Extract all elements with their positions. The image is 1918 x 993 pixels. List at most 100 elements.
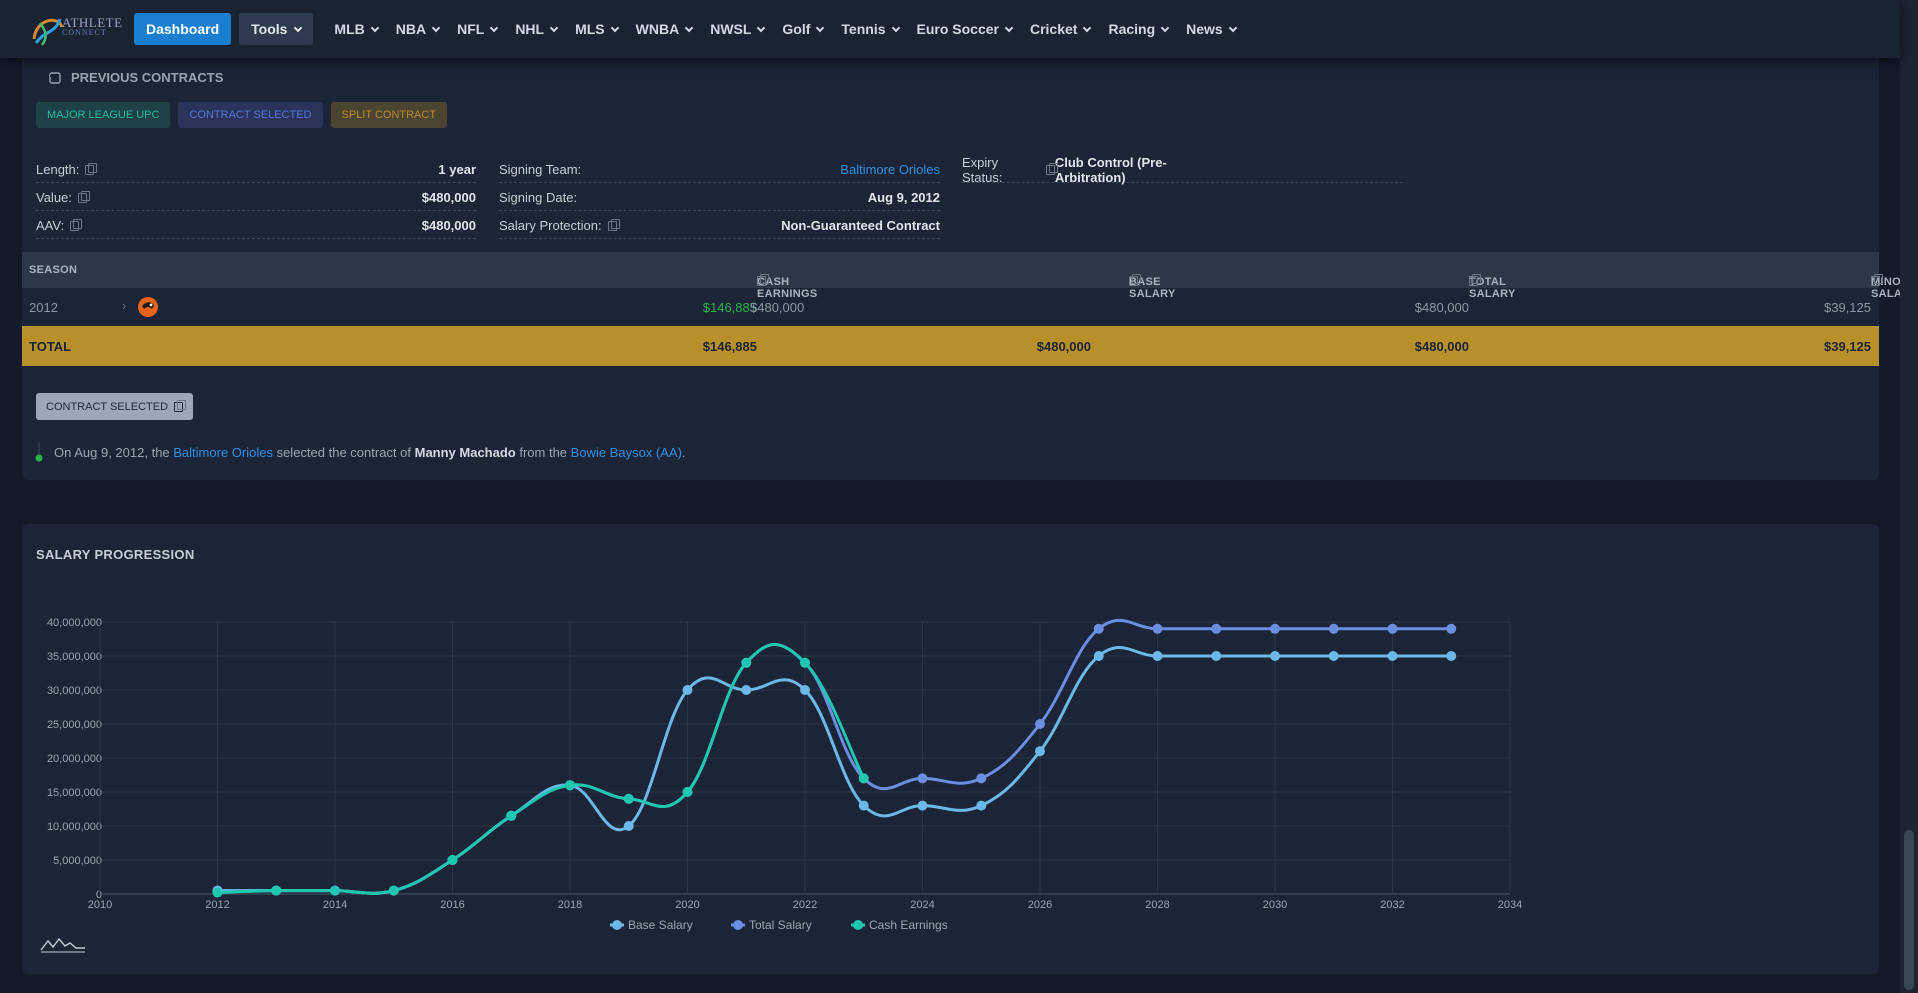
x-tick-label: 2014 [323,899,347,911]
x-tick-label: 2026 [1028,899,1052,911]
legend-swatch-total-salary [733,920,743,930]
data-point-total-salary [976,773,986,783]
nav-item-tennis[interactable]: Tennis [832,21,907,37]
nav-item-label: NBA [396,21,426,37]
data-point-base-salary [800,685,810,695]
chevron-down-icon [610,23,618,31]
x-tick-label: 2012 [205,899,229,911]
copy-icon[interactable] [1469,276,1478,286]
nav-item-nba[interactable]: NBA [387,21,448,37]
length-label: Length: [36,162,79,177]
x-tick-label: 2030 [1263,899,1287,911]
row-minors-salary: $39,125 [1824,300,1871,315]
y-tick-label: 40,000,000 [47,617,102,629]
copy-icon[interactable] [1871,276,1880,286]
field-expiry-status: Expiry Status: Club Control (Pre-Arbitra… [962,157,1403,183]
data-point-cash-earnings [565,780,575,790]
copy-icon [174,402,183,412]
aav-label: AAV: [36,218,64,233]
chevron-down-icon [1161,23,1169,31]
tools-menu[interactable]: Tools [239,13,313,45]
data-point-base-salary [1270,651,1280,661]
chart-mountain-icon [40,936,86,954]
legend-label-cash-earnings[interactable]: Cash Earnings [869,918,948,932]
data-point-base-salary [1035,746,1045,756]
x-tick-label: 2010 [88,899,112,911]
chevron-down-icon [685,23,693,31]
legend-label-base-salary[interactable]: Base Salary [628,918,693,932]
nav-item-label: News [1186,21,1223,37]
copy-icon[interactable] [1046,165,1055,175]
note-minor-team-link[interactable]: Bowie Baysox (AA) [571,445,682,460]
total-base-salary: $480,000 [1037,339,1091,354]
nav-item-label: NFL [457,21,484,37]
nav-item-golf[interactable]: Golf [773,21,832,37]
total-label: TOTAL [29,339,71,354]
nav-item-nfl[interactable]: NFL [448,21,506,37]
data-point-total-salary [1153,624,1163,634]
note-text-1: On Aug 9, 2012, the [54,445,173,460]
nav-item-cricket[interactable]: Cricket [1021,21,1099,37]
league-nav: MLB NBA NFL NHL MLS WNBA NWSL Golf Tennis Euro So… [325,21,1244,37]
nav-item-nhl[interactable]: NHL [506,21,566,37]
col-season[interactable]: SEASON [29,264,77,276]
data-point-base-salary [741,685,751,695]
nav-item-label: Tennis [841,21,885,37]
x-tick-label: 2032 [1380,899,1404,911]
total-cash-earnings: $146,885 [703,339,757,354]
y-tick-label: 10,000,000 [47,821,102,833]
copy-icon[interactable] [70,221,79,231]
chevron-down-icon [1005,23,1013,31]
series-line-total-salary [218,620,1452,893]
timeline-dot-icon [35,442,43,466]
contract-tags: MAJOR LEAGUE UPC CONTRACT SELECTED SPLIT… [36,102,447,128]
row-cash-earnings: $146,885 [703,300,757,315]
length-value: 1 year [438,162,476,177]
legend-swatch-base-salary [612,920,622,930]
x-tick-label: 2016 [440,899,464,911]
x-tick-label: 2024 [910,899,934,911]
nav-item-news[interactable]: News [1177,21,1245,37]
copy-icon[interactable] [1129,276,1138,286]
previous-contracts-toggle[interactable]: PREVIOUS CONTRACTS [48,70,223,85]
nav-item-label: Euro Soccer [917,21,999,37]
data-point-cash-earnings [800,658,810,668]
copy-icon[interactable] [85,165,94,175]
note-team-link[interactable]: Baltimore Orioles [173,445,273,460]
nav-item-label: MLS [575,21,605,37]
athlete-connect-logo[interactable]: ATHLETE CONNECT [28,9,124,49]
tag-contract-selected: CONTRACT SELECTED [178,102,322,128]
nav-item-euro-soccer[interactable]: Euro Soccer [908,21,1021,37]
signing-team-link[interactable]: Baltimore Orioles [840,162,940,177]
nav-item-mlb[interactable]: MLB [325,21,386,37]
copy-icon[interactable] [757,276,766,286]
contract-selected-button[interactable]: CONTRACT SELECTED [36,393,193,420]
legend-label-total-salary[interactable]: Total Salary [749,918,812,932]
value-label: Value: [36,190,72,205]
copy-icon[interactable] [608,221,617,231]
page-scrollbar[interactable] [1900,0,1918,993]
dashboard-label: Dashboard [146,21,219,37]
y-tick-label: 20,000,000 [47,753,102,765]
data-point-total-salary [1094,624,1104,634]
data-point-base-salary [624,821,634,831]
data-point-base-salary [1388,651,1398,661]
row-base-salary: $480,000 [750,300,804,315]
salary-chart: 05,000,00010,000,00015,000,00020,000,000… [22,524,1879,974]
x-tick-label: 2020 [675,899,699,911]
contract-selected-label: CONTRACT SELECTED [46,401,168,413]
scrollbar-thumb[interactable] [1904,830,1914,990]
nav-item-mls[interactable]: MLS [566,21,627,37]
data-point-cash-earnings [271,886,281,896]
series-line-cash-earnings [218,644,864,893]
nav-item-wnba[interactable]: WNBA [627,21,702,37]
dashboard-button[interactable]: Dashboard [134,13,231,45]
copy-icon[interactable] [78,193,87,203]
nav-item-racing[interactable]: Racing [1099,21,1177,37]
salary-protection-label: Salary Protection: [499,218,602,233]
expand-chevron-icon[interactable]: › [122,298,126,313]
data-point-base-salary [1446,651,1456,661]
nav-item-nwsl[interactable]: NWSL [701,21,773,37]
note-text-4: . [682,445,686,460]
previous-contracts-label: PREVIOUS CONTRACTS [71,70,223,85]
